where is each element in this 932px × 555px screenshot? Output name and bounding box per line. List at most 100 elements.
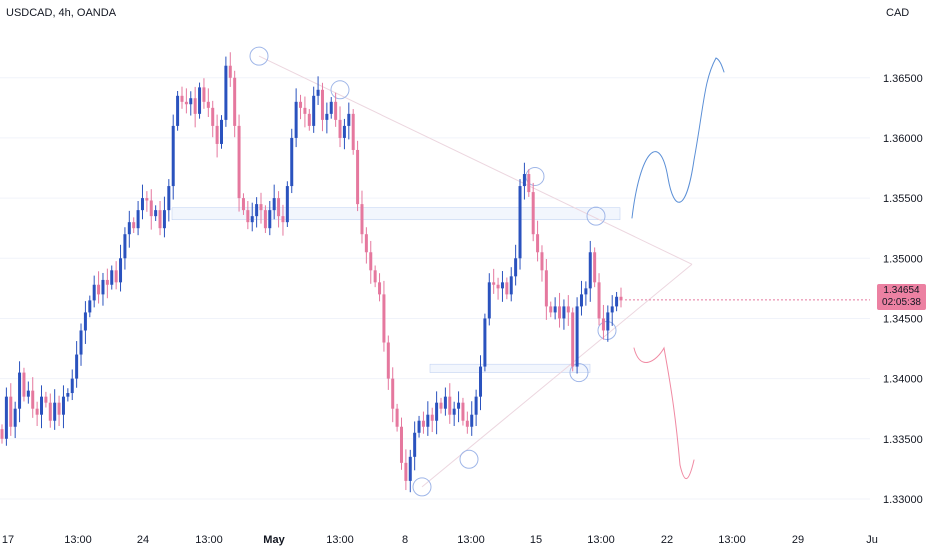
candle-up	[426, 414, 430, 427]
candle-up	[26, 390, 30, 397]
candle-up	[584, 288, 588, 295]
candle-down	[378, 282, 382, 295]
candle-down	[246, 210, 250, 223]
candle-up	[53, 402, 57, 421]
candle-up	[140, 198, 144, 211]
candle-down	[206, 101, 210, 108]
candle-down	[299, 101, 303, 108]
candle-down	[338, 119, 342, 138]
candle-up	[154, 210, 158, 217]
candle-down	[448, 396, 452, 415]
candle-down	[531, 192, 535, 235]
candle-up	[40, 396, 44, 415]
resistance-trendline	[258, 55, 693, 265]
candle-down	[281, 216, 285, 223]
y-tick-label: 1.34500	[883, 313, 923, 325]
candle-down	[184, 101, 188, 105]
candle-up	[575, 306, 579, 367]
symbol-title[interactable]: USDCAD, 4h, OANDA	[6, 7, 117, 19]
candle-up	[487, 282, 491, 319]
candle-up	[70, 378, 74, 394]
candle-up	[522, 174, 526, 187]
y-tick-label: 1.36000	[883, 133, 923, 145]
candle-up	[162, 210, 166, 229]
candle-up	[176, 95, 180, 126]
candle-up	[250, 216, 254, 223]
candle-up	[13, 408, 17, 427]
candle-up	[101, 279, 105, 295]
candle-down	[105, 279, 109, 285]
candle-down	[597, 282, 601, 319]
bar-countdown: 02:05:38	[882, 297, 921, 308]
candle-down	[619, 296, 623, 301]
x-tick-label: 24	[137, 534, 149, 546]
candle-down	[180, 95, 184, 102]
candle-up	[171, 125, 175, 187]
last-price-value: 1.34654	[883, 285, 920, 296]
x-tick-label: 8	[402, 534, 408, 546]
candle-down	[145, 198, 149, 201]
x-tick-label: 22	[661, 534, 673, 546]
candle-down	[237, 125, 241, 199]
candle-up	[61, 396, 65, 415]
candle-up	[268, 210, 272, 229]
candle-down	[540, 252, 544, 271]
candle-up	[606, 312, 610, 331]
x-tick-label: 15	[530, 534, 542, 546]
candle-down	[149, 200, 153, 217]
candle-down	[228, 65, 232, 78]
candle-down	[382, 294, 386, 343]
candle-up	[518, 186, 522, 259]
candle-down	[202, 87, 206, 102]
candle-up	[562, 306, 566, 319]
candle-down	[259, 204, 263, 211]
pivot-circle	[412, 477, 432, 497]
candle-down	[9, 396, 13, 427]
x-tick-label: 13:00	[587, 534, 615, 546]
candle-down	[399, 426, 403, 463]
candle-up	[189, 98, 193, 105]
bearish-projection-path	[633, 346, 695, 480]
y-tick-label: 1.33000	[883, 494, 923, 506]
candle-up	[479, 366, 483, 397]
candle-up	[500, 282, 504, 289]
candle-down	[307, 113, 311, 126]
candle-down	[558, 306, 562, 319]
candle-down	[351, 113, 355, 150]
support-zone	[429, 363, 591, 373]
candle-down	[158, 210, 162, 229]
candle-up	[127, 222, 131, 235]
pivot-circle	[569, 363, 589, 383]
candle-up	[457, 402, 461, 409]
candle-down	[320, 89, 324, 120]
candle-down	[571, 312, 575, 367]
y-tick-label: 1.34000	[883, 374, 923, 386]
x-tick-label: 29	[792, 534, 804, 546]
candle-up	[435, 402, 439, 421]
candle-down	[496, 284, 500, 289]
candle-up	[255, 204, 259, 217]
pivot-circle	[459, 449, 479, 469]
candle-down	[57, 402, 61, 415]
candle-down	[492, 282, 496, 285]
candle-up	[290, 137, 294, 187]
candle-up	[588, 252, 592, 289]
candle-down	[44, 396, 48, 403]
candle-up	[408, 456, 412, 481]
candle-up	[347, 113, 351, 126]
candle-up	[92, 284, 96, 301]
candle-up	[66, 393, 70, 397]
candle-down	[536, 234, 540, 253]
candle-down	[544, 270, 548, 307]
candle-up	[509, 276, 513, 295]
currency-label: CAD	[886, 7, 910, 19]
candle-down	[114, 270, 118, 283]
candle-down	[277, 198, 281, 217]
candle-up	[413, 432, 417, 457]
candle-up	[316, 89, 320, 96]
candle-up	[312, 95, 316, 126]
candle-up	[4, 396, 8, 439]
y-tick-label: 1.35000	[883, 253, 923, 265]
